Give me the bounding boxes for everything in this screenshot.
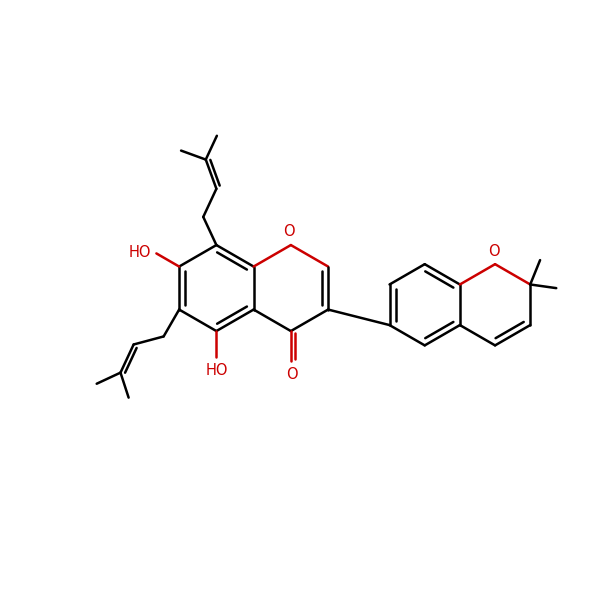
Text: HO: HO [205,363,227,378]
Text: O: O [286,367,298,382]
Text: O: O [488,244,500,259]
Text: O: O [283,224,295,239]
Text: HO: HO [128,245,151,260]
